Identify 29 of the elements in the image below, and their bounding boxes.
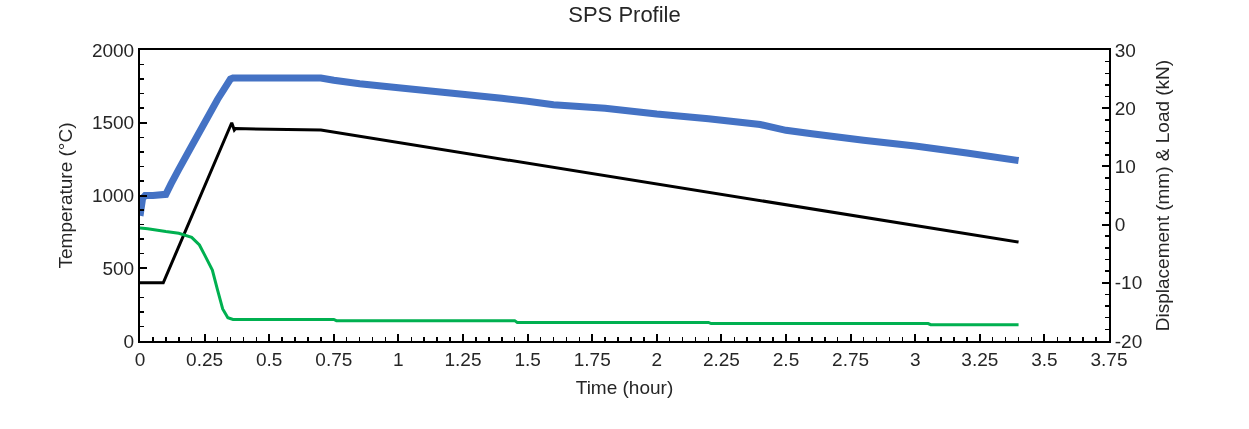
x-tick-label: 0.5 [255, 348, 283, 370]
x-axis-title: Time (hour) [575, 377, 674, 399]
x-tick-label: 3 [909, 348, 921, 370]
x-tick-label: 3.5 [1031, 348, 1058, 370]
y-tick-label: 1500 [91, 112, 135, 134]
x-tick-label: 3.25 [961, 348, 999, 370]
y2-tick-label: 20 [1114, 97, 1136, 119]
y-tick-label: 2000 [91, 39, 135, 61]
x-tick-label: 2.25 [702, 348, 740, 370]
y-axis-title: Temperature (°C) [55, 122, 77, 269]
line-series [140, 226, 1021, 327]
x-tick-label: 0.25 [186, 348, 224, 370]
x-tick-label: 1.75 [573, 348, 611, 370]
y2-tick-label: 0 [1114, 214, 1126, 236]
y2-tick-label: -10 [1114, 272, 1143, 294]
y-tick-label: 1000 [91, 185, 135, 207]
y-tick-label: 500 [102, 257, 135, 279]
y2-tick-label: 10 [1114, 156, 1136, 178]
x-tick-label: 1.5 [514, 348, 541, 370]
chart-title: SPS Profile [568, 1, 681, 27]
x-tick-label: 0.75 [315, 348, 353, 370]
y2-axis-title: Displacement (mm) & Load (kN) [1151, 59, 1173, 332]
x-tick-label: 2.75 [832, 348, 870, 370]
x-tick-label: 1.25 [444, 348, 482, 370]
y-tick-label: 0 [123, 330, 135, 352]
x-tick-label: 1 [393, 348, 404, 370]
y2-tick-label: 30 [1114, 39, 1136, 61]
x-tick-label: 2.5 [772, 348, 800, 370]
x-tick-label: 2 [651, 348, 663, 370]
